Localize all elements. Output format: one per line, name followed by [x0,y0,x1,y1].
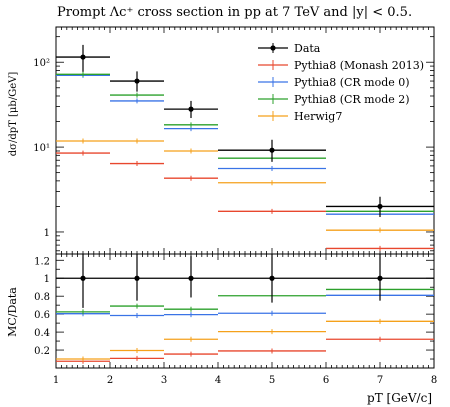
x-tick-label: 2 [107,375,113,386]
legend-label: Pythia8 (CR mode 0) [294,76,410,89]
ratio-plot: 1 2 3 4 5 6 7 8 0.2 0.4 0.6 0.8 1 1.2 [34,253,437,386]
chart-title: Prompt Λc⁺ cross section in pp at 7 TeV … [57,5,412,20]
data-point [269,147,275,153]
data-point [134,78,140,84]
x-tick-label: 3 [161,375,167,386]
data-ratio-point [377,275,383,281]
legend: Data Pythia8 (Monash 2013) Pythia8 (CR mod… [258,42,424,123]
data-ratio-point [269,275,275,281]
y-tick-label-ratio: 0.8 [34,292,50,303]
x-tick-label: 6 [323,375,329,386]
x-tick-label: 5 [269,375,275,386]
y-tick-label-main: 1 [44,228,50,239]
x-tick-label: 7 [377,375,383,386]
y-tick-label-ratio: 0.6 [34,310,50,321]
data-point [80,54,86,60]
x-axis-label: pT [GeV/c] [367,391,432,405]
legend-label: Data [294,42,321,55]
y-tick-label-ratio: 1.2 [34,256,50,267]
data-point [188,106,194,112]
y-axis-label-main: dσ/dpT [μb/GeV] [8,72,19,157]
y-tick-label-ratio: 0.2 [34,346,50,357]
x-tick-label: 8 [431,375,437,386]
y-tick-label-main: 10¹ [33,143,50,154]
data-ratio-point [188,275,194,281]
x-tick-label: 1 [53,375,59,386]
data-point [377,203,383,210]
legend-data-marker [270,45,276,51]
y-axis-label-ratio: MC/Data [6,287,19,337]
y-tick-label-main: 10² [33,58,50,69]
data-ratio-point [80,275,86,281]
legend-label: Herwig7 [294,110,342,123]
main-plot: 1 10¹ 10² Data Pythia8 (Monash 2013) Pythia8… [33,26,435,255]
legend-label: Pythia8 (CR mode 2) [294,93,410,106]
x-tick-label: 4 [215,375,221,386]
y-tick-label-ratio: 1 [44,274,50,285]
data-ratio-point [134,275,140,281]
legend-label: Pythia8 (Monash 2013) [294,59,424,72]
y-tick-label-ratio: 0.4 [34,328,50,339]
